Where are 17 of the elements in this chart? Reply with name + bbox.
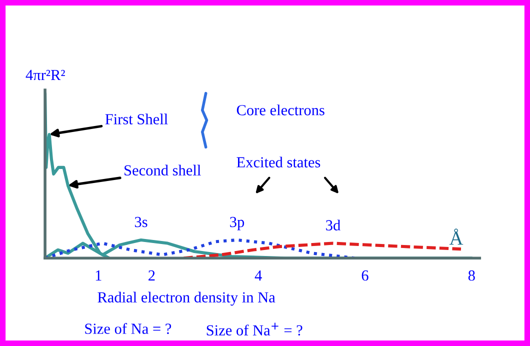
x-tick-label: 4 (254, 270, 262, 281)
x-tick-label: 6 (362, 270, 368, 281)
x-tick-label: 1 (96, 270, 102, 281)
series-label: 3d (326, 220, 340, 230)
annotation: First Shell (105, 114, 168, 124)
series-label: 3p (230, 216, 244, 230)
x-tick-label: 8 (468, 270, 475, 281)
text: Size of Na = ? (85, 323, 172, 334)
annotation: Second shell (124, 164, 201, 176)
annotation: Core electrons (236, 104, 324, 116)
series-label: 3s (134, 216, 148, 228)
text: Size of Na$^{+}$ = ? (206, 322, 302, 336)
x-axis-title: Radial electron density in Na (98, 292, 276, 306)
annotation: Excited states (236, 156, 320, 168)
x-tick-label: 2 (148, 270, 155, 281)
annotation: Å (449, 228, 464, 245)
y-axis-title: 4πr²R² (26, 70, 65, 80)
